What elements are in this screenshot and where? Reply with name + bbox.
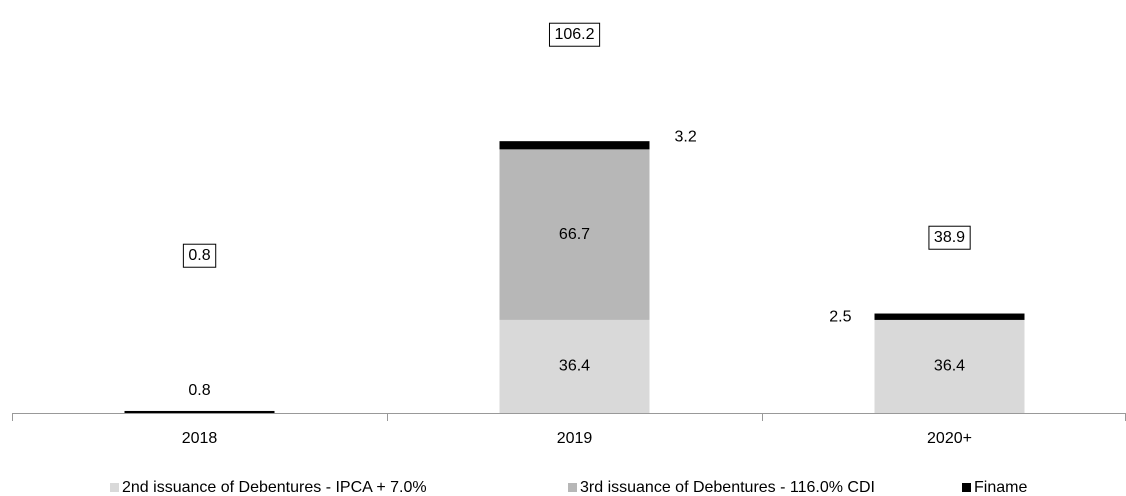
legend-swatch: [962, 483, 971, 492]
x-tick-label: 2018: [182, 430, 218, 447]
legend-label: 2nd issuance of Debentures - IPCA + 7.0%: [122, 479, 427, 496]
value-label: 36.4: [559, 358, 590, 375]
legend-swatch: [110, 483, 119, 492]
value-label: 0.8: [188, 382, 210, 399]
legend-label: 3rd issuance of Debentures - 116.0% CDI: [580, 479, 875, 496]
legend-swatch: [568, 483, 577, 492]
bar-segment: [874, 313, 1025, 320]
total-box: [548, 22, 601, 47]
value-label: 3.2: [675, 128, 697, 145]
bar-segment: [499, 319, 650, 413]
legend-label: Finame: [974, 479, 1027, 496]
value-label: 66.7: [559, 226, 590, 243]
bar-segment: [499, 149, 650, 320]
bar-segment: [499, 141, 650, 150]
total-box: [182, 243, 217, 268]
total-box: [928, 225, 971, 250]
x-tick-label: 2020+: [927, 430, 972, 447]
bar-segment: [124, 410, 275, 413]
x-tick-label: 2019: [557, 430, 593, 447]
value-label: 36.4: [934, 358, 965, 375]
value-label: 2.5: [829, 309, 851, 326]
total-label: 106.2: [554, 26, 594, 43]
bar-segment: [874, 319, 1025, 413]
total-label: 38.9: [934, 229, 965, 246]
total-label: 0.8: [188, 247, 210, 264]
